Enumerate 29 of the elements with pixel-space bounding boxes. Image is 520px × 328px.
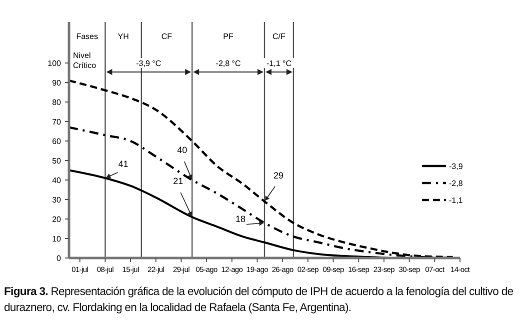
annotation: YH [118, 32, 130, 41]
legend-label: -3,9 [449, 162, 464, 171]
annotation: 41 [118, 159, 128, 170]
y-tick-label: 10 [52, 234, 62, 244]
legend-label: -1,1 [449, 196, 464, 205]
legend-label: -2,8 [449, 179, 464, 188]
annotation: -1,1 °C [266, 59, 292, 68]
annotation: 21 [173, 176, 184, 186]
y-tick-label: 60 [52, 137, 62, 146]
annotation: PF [223, 32, 234, 41]
annotation: -3,9 °C [136, 59, 162, 68]
annotation: 18 [235, 214, 246, 224]
annotation: CF [161, 32, 172, 41]
annotation: Nivel Crítico [73, 51, 97, 70]
annotation: -2,8 °C [216, 59, 242, 68]
annotation: C/F [272, 32, 286, 41]
y-tick-label: 100 [48, 59, 62, 68]
annotation: 29 [273, 170, 284, 180]
y-tick-label: 50 [52, 156, 62, 166]
y-tick-label: 70 [52, 118, 62, 126]
y-tick-label: 0 [56, 254, 62, 263]
y-tick-label: 20 [52, 215, 62, 224]
annotation: Fases [76, 32, 98, 41]
text: Figura 3. Representación gráfica de la evolución del cómputo de IPH de acuerdo a la fenología del cultivo de duraznero, cv. Flordaking en la localidad de Rafaela (Santa Fe, Argentina). [4, 285, 514, 316]
y-tick-label: 40 [52, 176, 62, 185]
y-tick-label: 80 [52, 98, 62, 107]
y-tick-label: 90 [52, 78, 62, 88]
annotation: 40 [177, 145, 188, 155]
y-tick-label: 30 [52, 196, 62, 204]
